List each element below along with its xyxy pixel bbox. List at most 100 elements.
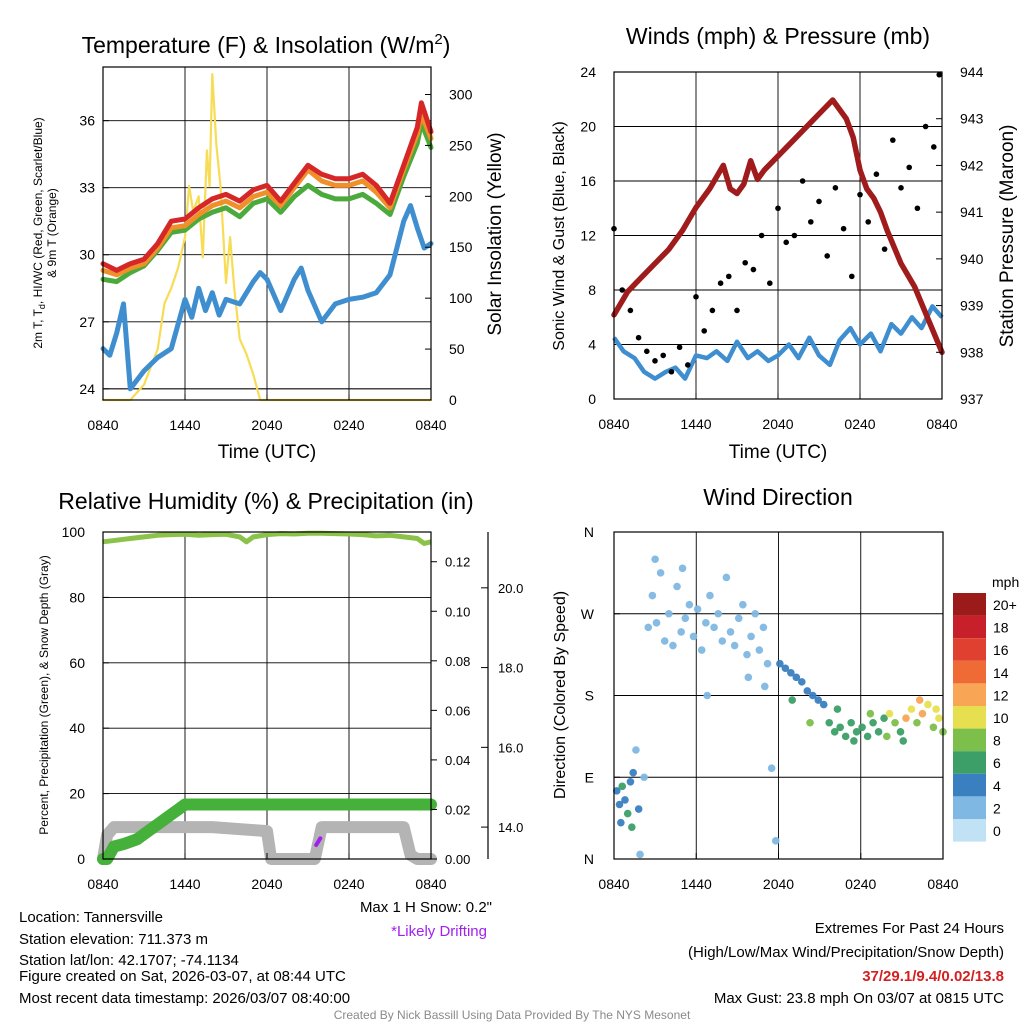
temp-y-tick-label: 36 [79,113,95,129]
precip-y-tick-label: 0.10 [445,604,470,619]
gust-point [685,362,691,368]
direction-point [882,732,891,741]
wind-x-tick-label: 0240 [844,416,875,432]
direction-point [618,782,627,791]
gust-point [840,225,847,232]
rh-x-tick-label: 0840 [415,876,446,892]
direction-point [681,614,690,623]
legend-label: 18 [993,620,1009,636]
gust-point [676,344,683,351]
svg-text:2m T, Td, HI/WC (Red, Green, S: 2m T, Td, HI/WC (Red, Green, Scarlet/Blu… [31,117,47,348]
extremes-values: 37/29.1/9.4/0.02/13.8 [862,968,1004,985]
legend-swatch [953,683,986,706]
legend-label: 10 [993,710,1009,726]
gust-point [668,368,675,375]
insolation-y-tick-label: 250 [449,137,473,153]
snow-y-tick-label: 20.0 [498,581,523,596]
precip-y-tick-label: 0.04 [445,753,470,768]
legend-swatch [953,796,986,819]
gust-point [890,137,896,143]
temp-y-tick-label: 24 [79,381,95,397]
rh-y-tick-label: 20 [69,786,85,802]
direction-point [819,700,828,709]
gust-point [627,307,634,314]
winds-x-axis-title: Time (UTC) [729,442,828,463]
extremes-box: Extremes For Past 24 Hours (High/Low/Max… [688,920,1004,1007]
gust-point [881,246,888,252]
direction-point [669,641,677,650]
direction-point [673,582,681,591]
direction-point [751,609,759,618]
direction-point [771,837,780,845]
direction-point [792,673,801,682]
direction-point [787,668,795,677]
direction-point [806,718,814,727]
winds-gridlines [614,72,942,399]
direction-point [866,709,875,718]
winds-panel: Winds (mph) & Pressure (mb) 0840 1440 2040… [551,23,1018,463]
gust-point [693,294,699,300]
direction-point [915,696,924,704]
gust-point [898,185,904,191]
insolation-y-tick-label: 50 [449,341,465,357]
direction-point [621,796,629,804]
humidity-y-axis-title: Percent, Precipitation (Green), & Snow D… [37,555,51,834]
direction-point [615,800,624,809]
wind-direction-panel-title: Wind Direction [703,484,853,510]
legend-label: 2 [993,800,1001,816]
insolation-y-tick-label: 0 [449,392,457,408]
rh-x-tick-label: 2040 [251,876,282,892]
direction-point [652,619,661,627]
gust-point [742,259,748,266]
pressure-y-tick-label: 939 [960,298,984,314]
direction-point [677,628,685,636]
dir-x-tick-label: 0840 [927,876,958,892]
temp-y-tick-label: 33 [79,180,95,196]
wind-y-tick-label: 0 [588,391,596,407]
legend-swatch [953,706,986,729]
direction-point [847,718,855,727]
temp-x-tick-label: 0840 [87,417,118,433]
dir-x-tick-label: 1440 [681,876,712,892]
humidity-panel: Relative Humidity (%) & Precipitation (i… [37,488,523,940]
dir-y-tick-label: N [584,524,594,540]
winds-series [611,71,945,381]
gust-point [816,198,822,205]
pressure-y-tick-label: 938 [960,344,984,360]
insolation-y-tick-label: 150 [449,239,473,255]
rh-y-tick-label: 100 [62,524,86,540]
humidity-panel-title: Relative Humidity (%) & Precipitation (i… [58,488,473,514]
insolation-y-tick-label: 100 [449,290,473,306]
direction-point [836,723,844,732]
direction-point [710,623,718,632]
gust-point [832,185,839,191]
direction-point [702,619,710,627]
legend-label: 16 [993,642,1009,658]
direction-point [632,746,640,754]
direction-point [776,659,784,668]
insolation-y-tick-label: 200 [449,188,473,204]
gust-point [914,205,921,212]
legend-swatch [953,751,986,774]
direction-point [929,723,938,732]
direction-point [648,591,657,600]
gust-point [873,171,880,177]
direction-point [833,705,842,713]
legend-swatch [953,660,986,684]
legend-swatch [953,819,986,842]
direction-point [803,687,812,695]
direction-point [767,764,776,772]
direction-point [788,696,797,704]
gust-point [931,144,937,150]
series-precipitation [97,798,437,865]
gust-point [767,280,773,286]
direction-point [858,723,866,732]
gust-point [758,232,765,239]
legend-label: 12 [993,687,1009,703]
direction-point [706,591,714,600]
direction-point [885,709,894,718]
direction-point [697,646,706,654]
svg-text:& 9m T (Orange): & 9m T (Orange) [45,188,59,278]
gust-point [734,307,740,314]
